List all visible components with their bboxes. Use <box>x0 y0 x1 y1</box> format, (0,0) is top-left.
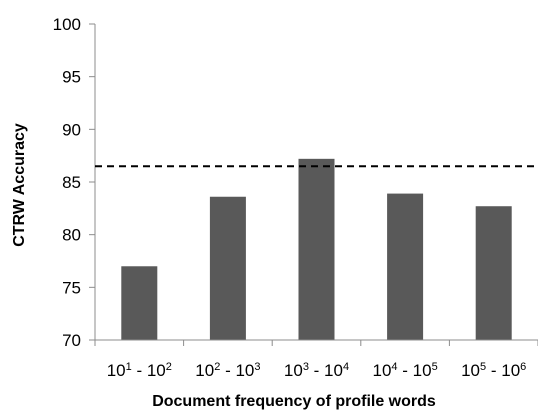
x-axis-title: Document frequency of profile words <box>152 393 436 410</box>
bars <box>121 158 512 340</box>
y-axis: 70 75 80 85 90 95 100 <box>53 15 96 350</box>
bar <box>475 206 512 340</box>
y-tick-label: 100 <box>53 15 81 34</box>
x-tick-label: 105 - 106 <box>461 361 526 380</box>
y-tick-label: 70 <box>62 331 81 350</box>
bar <box>387 193 424 340</box>
y-tick-label: 75 <box>62 278 81 297</box>
bar <box>209 196 246 340</box>
x-tick-label: 101 - 102 <box>107 361 172 380</box>
bar <box>298 158 335 340</box>
y-tick-label: 80 <box>62 226 81 245</box>
bar <box>121 266 158 340</box>
x-tick-label: 104 - 105 <box>372 361 437 380</box>
y-tick-label: 85 <box>62 173 81 192</box>
y-tick-label: 90 <box>62 120 81 139</box>
y-tick-label: 95 <box>62 68 81 87</box>
x-tick-label: 103 - 104 <box>284 361 349 380</box>
y-axis-title: CTRW Accuracy <box>11 123 28 247</box>
x-axis: 101 - 102 102 - 103 103 - 104 104 - 105 105 … <box>94 339 538 380</box>
x-tick-label: 102 - 103 <box>195 361 260 380</box>
